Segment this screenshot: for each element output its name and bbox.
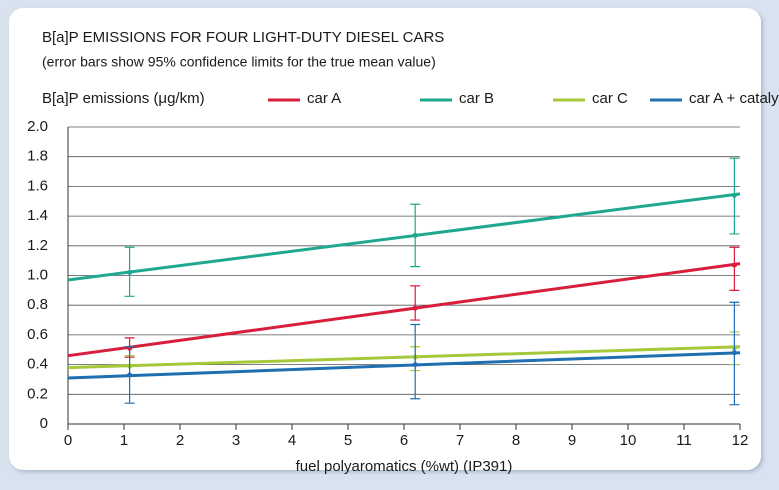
y-tick-label: 0.4 [27, 356, 48, 373]
data-point [127, 270, 133, 276]
data-point [731, 350, 737, 356]
x-tick-label: 3 [232, 432, 240, 449]
x-tick-label: 11 [676, 432, 692, 449]
chart-title: B[a]P EMISSIONS FOR FOUR LIGHT-DUTY DIES… [42, 29, 444, 46]
data-point [731, 192, 737, 198]
x-tick-label: 7 [456, 432, 464, 449]
trend-line [67, 345, 741, 370]
trend-line [67, 192, 741, 282]
legend-label: car A [307, 90, 341, 107]
y-tick-label: 1.6 [27, 177, 48, 194]
y-tick-label: 0 [40, 415, 48, 432]
x-axis-label: fuel polyaromatics (%wt) (IP391) [296, 458, 513, 475]
x-tick-label: 12 [732, 432, 749, 449]
x-tick-label: 9 [568, 432, 576, 449]
y-tick-label: 1.4 [27, 207, 48, 224]
trend-line [67, 351, 741, 380]
x-tick-label: 8 [512, 432, 520, 449]
data-point [731, 262, 737, 268]
error-bar [729, 246, 740, 291]
y-tick-label: 2.0 [27, 118, 48, 135]
y-tick-label: 0.6 [27, 326, 48, 343]
y-tick-label: 0.8 [27, 296, 48, 313]
x-tick-label: 5 [344, 432, 352, 449]
legend-label: car C [592, 90, 628, 107]
y-tick-label: 1.0 [27, 266, 48, 283]
data-point [412, 362, 418, 368]
legend-label: car A + catalyst [689, 90, 779, 107]
y-axis-label: B[a]P emissions (μg/km) [42, 90, 205, 107]
x-tick-label: 10 [620, 432, 637, 449]
y-tick-label: 1.2 [27, 237, 48, 254]
chart-subtitle: (error bars show 95% confidence limits f… [42, 54, 436, 70]
x-tick-label: 0 [64, 432, 72, 449]
data-point [127, 372, 133, 378]
x-tick-label: 4 [288, 432, 296, 449]
legend-label: car B [459, 90, 494, 107]
x-tick-label: 1 [120, 432, 128, 449]
data-point [412, 305, 418, 311]
y-tick-label: 0.2 [27, 385, 48, 402]
y-tick-label: 1.8 [27, 148, 48, 165]
x-tick-label: 2 [176, 432, 184, 449]
error-bar [410, 285, 421, 321]
x-tick-label: 6 [400, 432, 408, 449]
trend-line [67, 262, 741, 358]
error-bar [410, 323, 421, 400]
data-point [412, 232, 418, 238]
